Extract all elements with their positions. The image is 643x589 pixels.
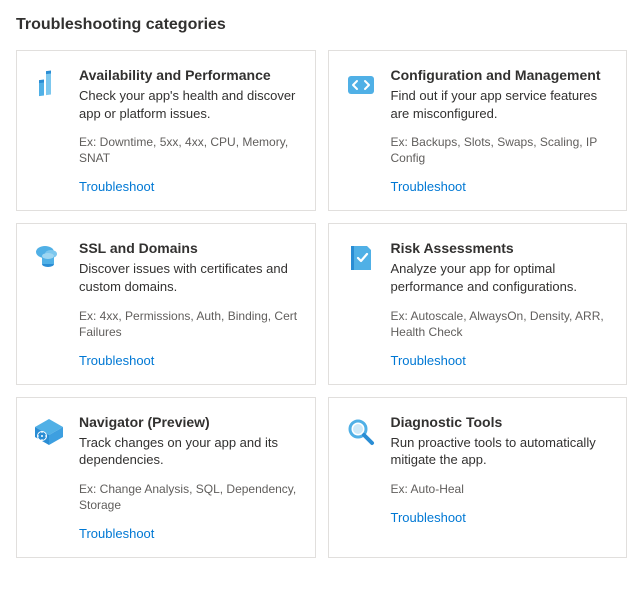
book-check-icon bbox=[345, 242, 377, 274]
troubleshoot-link[interactable]: Troubleshoot bbox=[391, 510, 466, 525]
card-examples: Ex: Downtime, 5xx, 4xx, CPU, Memory, SNA… bbox=[79, 134, 299, 166]
cards-grid: Availability and Performance Check your … bbox=[16, 50, 627, 558]
card-description: Check your app's health and discover app… bbox=[79, 87, 299, 122]
card-title: Navigator (Preview) bbox=[79, 414, 299, 430]
troubleshoot-link[interactable]: Troubleshoot bbox=[79, 526, 154, 541]
card-risk-assessments: Risk Assessments Analyze your app for op… bbox=[328, 223, 628, 384]
card-examples: Ex: Auto-Heal bbox=[391, 481, 611, 497]
troubleshoot-link[interactable]: Troubleshoot bbox=[391, 179, 466, 194]
card-description: Discover issues with certificates and cu… bbox=[79, 260, 299, 295]
troubleshoot-link[interactable]: Troubleshoot bbox=[79, 353, 154, 368]
card-title: Diagnostic Tools bbox=[391, 414, 611, 430]
card-body: Risk Assessments Analyze your app for op… bbox=[391, 240, 611, 369]
bar-chart-icon bbox=[33, 69, 65, 101]
card-body: Navigator (Preview) Track changes on you… bbox=[79, 414, 299, 543]
card-ssl-domains: SSL and Domains Discover issues with cer… bbox=[16, 223, 316, 384]
card-examples: Ex: Change Analysis, SQL, Dependency, St… bbox=[79, 481, 299, 513]
card-title: Availability and Performance bbox=[79, 67, 299, 83]
magnifier-icon bbox=[345, 416, 377, 448]
ssl-cloud-icon bbox=[33, 242, 65, 274]
card-body: SSL and Domains Discover issues with cer… bbox=[79, 240, 299, 369]
section-title: Troubleshooting categories bbox=[16, 16, 627, 34]
card-examples: Ex: Autoscale, AlwaysOn, Density, ARR, H… bbox=[391, 308, 611, 340]
card-description: Track changes on your app and its depend… bbox=[79, 434, 299, 469]
card-examples: Ex: 4xx, Permissions, Auth, Binding, Cer… bbox=[79, 308, 299, 340]
card-examples: Ex: Backups, Slots, Swaps, Scaling, IP C… bbox=[391, 134, 611, 166]
card-body: Diagnostic Tools Run proactive tools to … bbox=[391, 414, 611, 543]
compass-tile-icon bbox=[33, 416, 65, 448]
troubleshoot-link[interactable]: Troubleshoot bbox=[391, 353, 466, 368]
card-title: Risk Assessments bbox=[391, 240, 611, 256]
card-description: Analyze your app for optimal performance… bbox=[391, 260, 611, 295]
card-description: Run proactive tools to automatically mit… bbox=[391, 434, 611, 469]
card-body: Availability and Performance Check your … bbox=[79, 67, 299, 196]
card-description: Find out if your app service features ar… bbox=[391, 87, 611, 122]
card-navigator-preview: Navigator (Preview) Track changes on you… bbox=[16, 397, 316, 558]
troubleshoot-link[interactable]: Troubleshoot bbox=[79, 179, 154, 194]
code-brackets-icon bbox=[345, 69, 377, 101]
card-body: Configuration and Management Find out if… bbox=[391, 67, 611, 196]
card-title: SSL and Domains bbox=[79, 240, 299, 256]
card-configuration-management: Configuration and Management Find out if… bbox=[328, 50, 628, 211]
card-availability-performance: Availability and Performance Check your … bbox=[16, 50, 316, 211]
card-title: Configuration and Management bbox=[391, 67, 611, 83]
card-diagnostic-tools: Diagnostic Tools Run proactive tools to … bbox=[328, 397, 628, 558]
